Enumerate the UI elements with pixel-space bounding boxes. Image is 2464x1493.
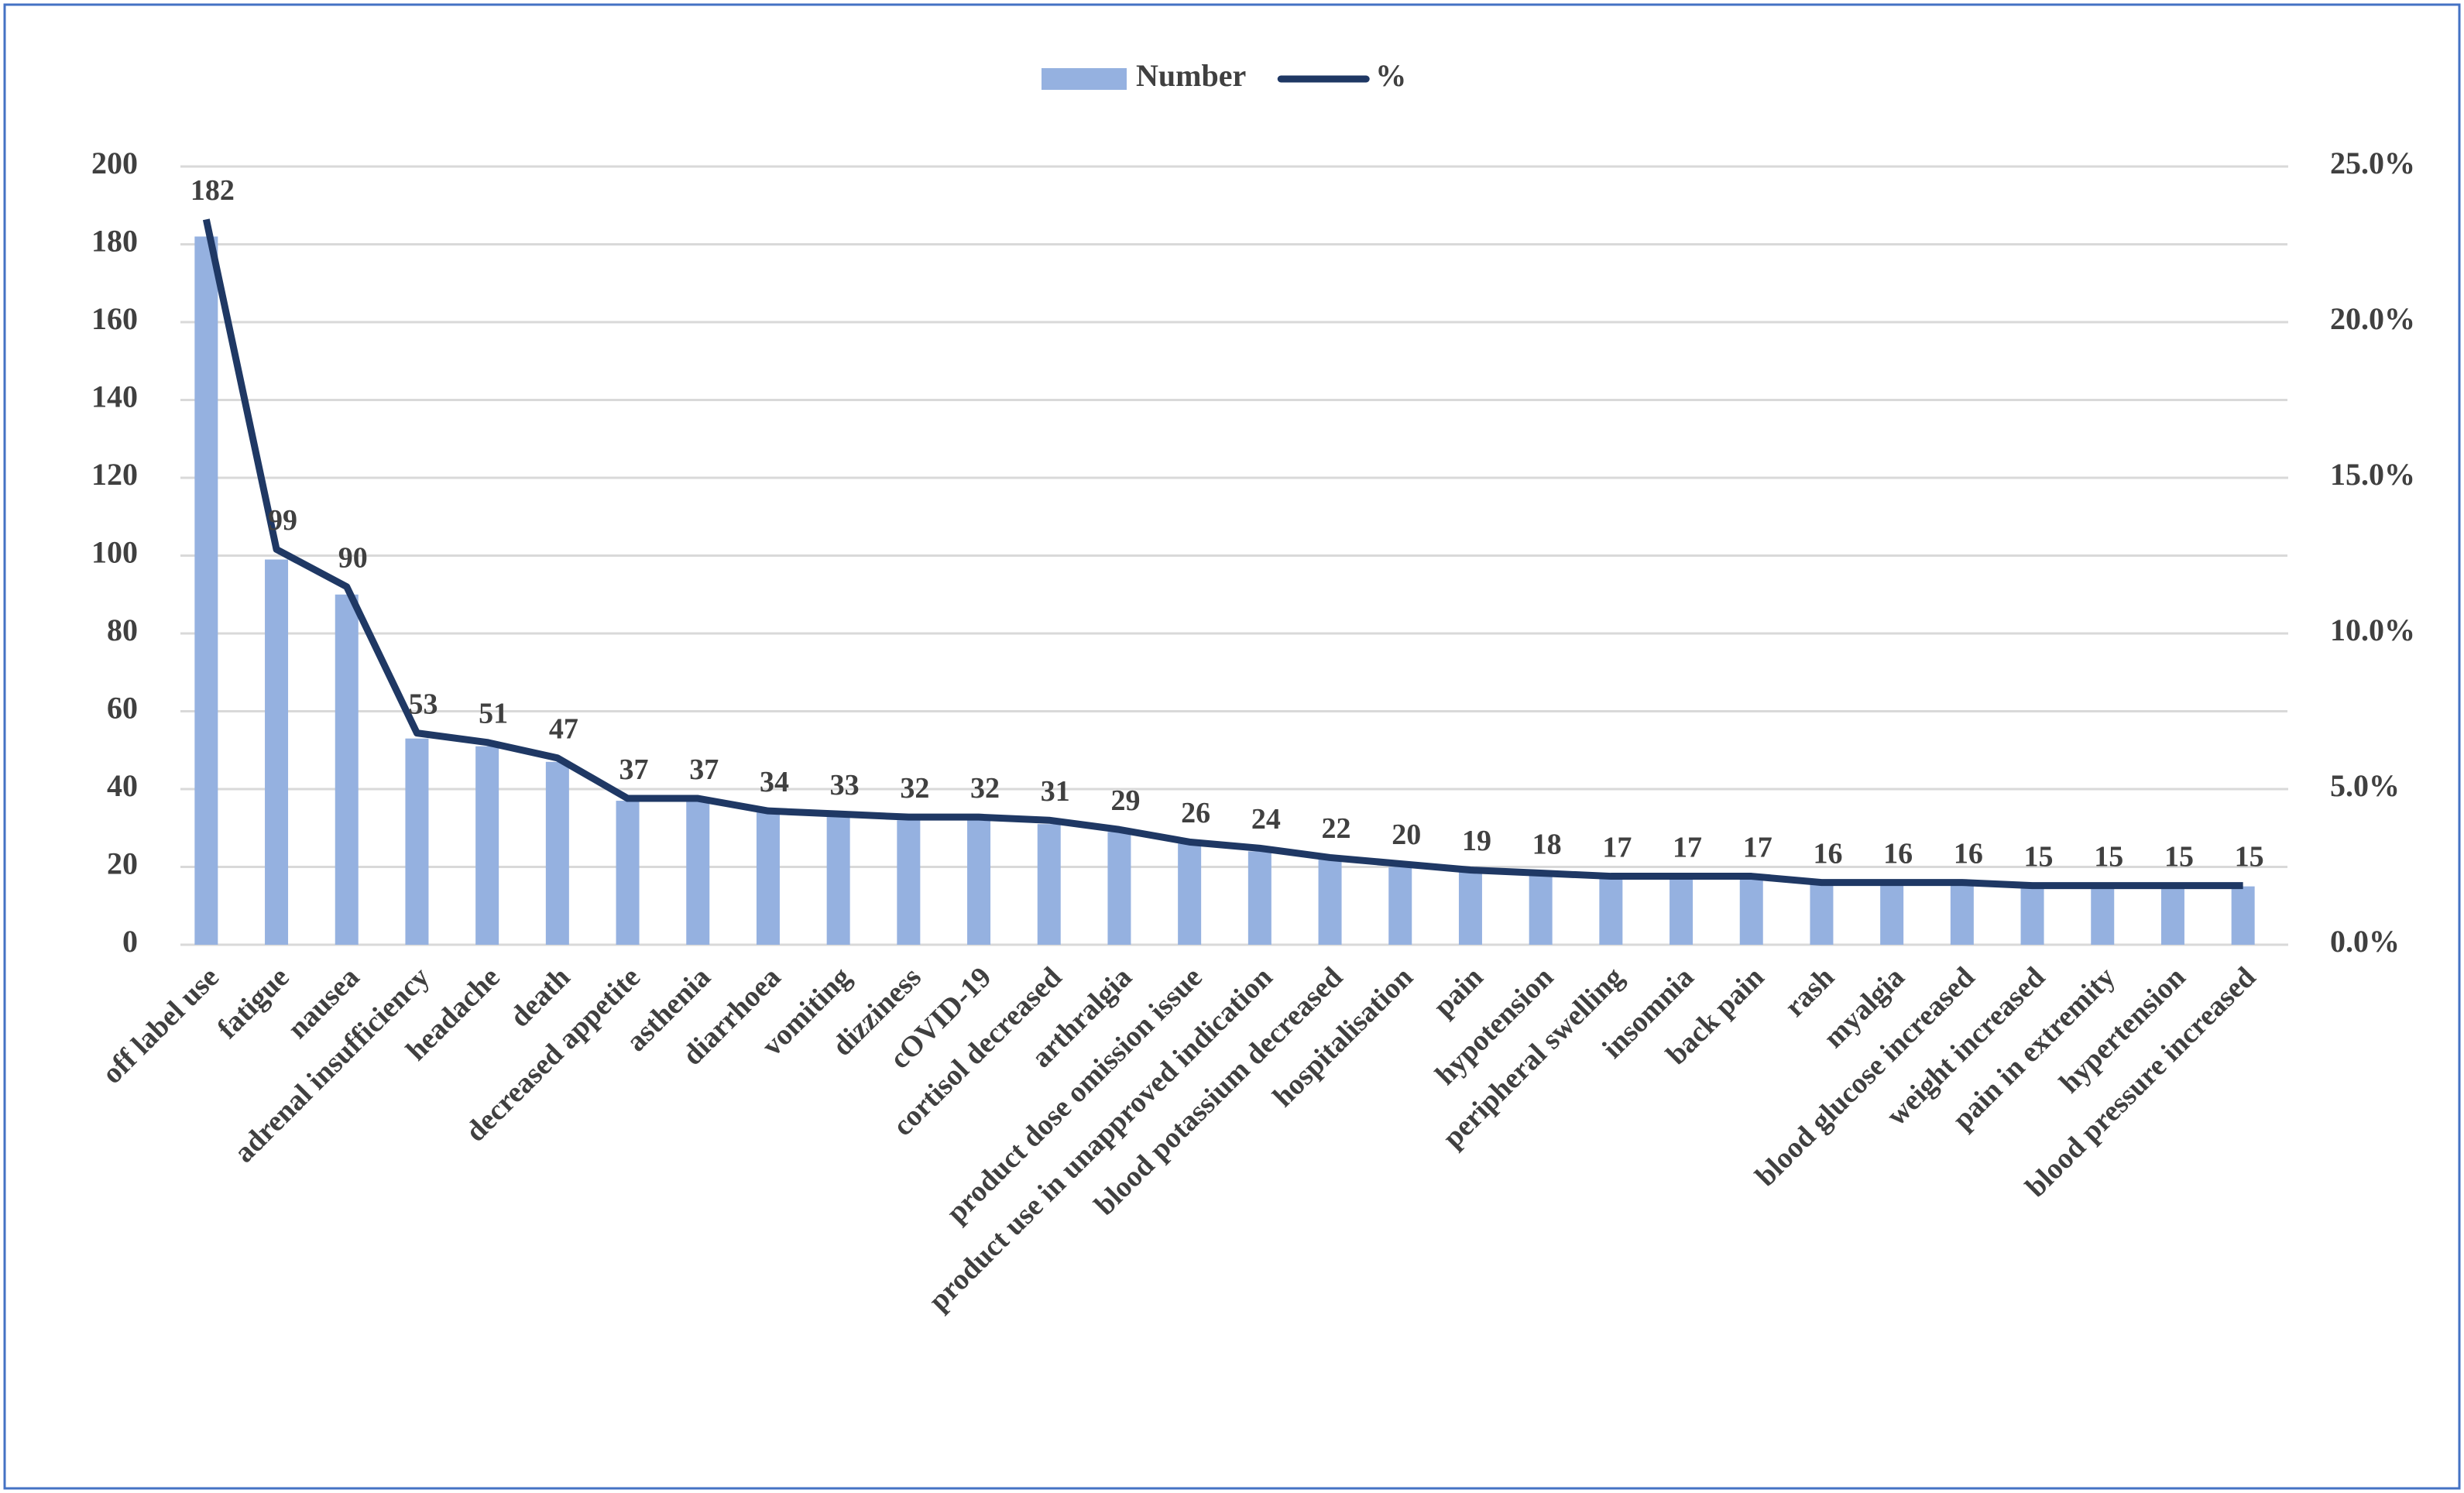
- bar: [194, 236, 218, 945]
- y2-tick-label: 5.0%: [2330, 768, 2400, 803]
- bar: [897, 820, 921, 945]
- legend-label: Number: [1136, 58, 1246, 93]
- y-tick-label: 120: [91, 457, 138, 492]
- bar: [1178, 843, 1202, 945]
- bar: [967, 820, 991, 945]
- bar: [545, 761, 569, 945]
- data-label: 17: [1743, 831, 1773, 863]
- bar: [1739, 878, 1763, 945]
- legend-label: %: [1375, 58, 1406, 93]
- data-label: 16: [1883, 837, 1913, 870]
- data-label: 182: [190, 174, 235, 207]
- bar: [1529, 874, 1553, 945]
- y2-tick-label: 0.0%: [2330, 924, 2400, 959]
- data-label: 20: [1392, 819, 1421, 851]
- y-tick-label: 60: [107, 691, 138, 726]
- x-tick-label: rash: [1779, 961, 1841, 1023]
- y-tick-label: 160: [91, 301, 138, 336]
- y-tick-label: 80: [107, 613, 138, 647]
- x-tick-label: pain: [1427, 961, 1489, 1023]
- bar: [1670, 878, 1694, 945]
- bar: [826, 816, 850, 945]
- bar: [1107, 832, 1131, 945]
- y-tick-label: 200: [91, 146, 138, 180]
- x-tick-label: off label use: [96, 961, 225, 1090]
- data-label: 16: [1954, 837, 1983, 870]
- data-label: 47: [549, 713, 578, 746]
- bar: [2091, 886, 2115, 945]
- bar: [1318, 859, 1342, 945]
- bar: [405, 738, 429, 945]
- y-tick-label: 40: [107, 768, 138, 803]
- bar: [2160, 886, 2184, 945]
- data-label: 15: [2164, 840, 2194, 873]
- x-tick-label: fatigue: [211, 961, 296, 1045]
- data-label: 51: [479, 697, 508, 729]
- bar: [1388, 867, 1412, 945]
- data-label: 32: [900, 772, 929, 805]
- bar: [1037, 824, 1061, 945]
- line: [202, 218, 2243, 890]
- bar: [1599, 878, 1623, 945]
- data-label: 53: [408, 688, 438, 720]
- bar: [686, 801, 710, 945]
- bar: [2020, 886, 2044, 945]
- bar: [475, 746, 499, 945]
- bar: [1247, 851, 1271, 945]
- data-label: 34: [760, 766, 789, 798]
- data-label: 33: [830, 769, 860, 801]
- data-label: 16: [1813, 837, 1842, 870]
- data-label: 99: [268, 504, 297, 537]
- y-tick-label: 180: [91, 224, 138, 259]
- bar: [335, 594, 359, 945]
- data-label: 15: [2024, 840, 2054, 873]
- bar: [1950, 882, 1974, 945]
- y2-tick-label: 10.0%: [2330, 613, 2415, 647]
- data-label: 15: [2094, 840, 2123, 873]
- data-label: 17: [1673, 831, 1702, 863]
- y-tick-label: 100: [91, 535, 138, 570]
- data-label: 22: [1322, 812, 1351, 845]
- legend-swatch: [1042, 68, 1127, 90]
- y-tick-label: 140: [91, 379, 138, 414]
- bar: [2231, 886, 2255, 945]
- bar: [756, 812, 780, 945]
- y-tick-label: 20: [107, 846, 138, 881]
- bar: [1810, 882, 1834, 945]
- data-label: 31: [1041, 775, 1070, 808]
- bar: [265, 559, 289, 945]
- data-label: 90: [338, 541, 368, 574]
- y2-tick-label: 25.0%: [2330, 146, 2415, 180]
- data-label: 37: [689, 753, 719, 786]
- bar: [1880, 882, 1904, 945]
- data-label: 18: [1532, 828, 1562, 860]
- data-label: 32: [970, 772, 1000, 805]
- y-tick-label: 0: [122, 924, 138, 959]
- data-label: 24: [1251, 803, 1281, 836]
- data-label: 17: [1602, 831, 1632, 863]
- frame: [3, 3, 2461, 1490]
- y2-tick-label: 20.0%: [2330, 301, 2415, 336]
- data-label: 19: [1462, 825, 1491, 857]
- bar: [616, 801, 640, 945]
- data-label: 26: [1181, 797, 1210, 829]
- bar: [1458, 870, 1482, 945]
- data-label: 29: [1110, 784, 1140, 817]
- data-label: 15: [2235, 840, 2264, 873]
- data-label: 37: [619, 753, 649, 786]
- y2-tick-label: 15.0%: [2330, 457, 2415, 492]
